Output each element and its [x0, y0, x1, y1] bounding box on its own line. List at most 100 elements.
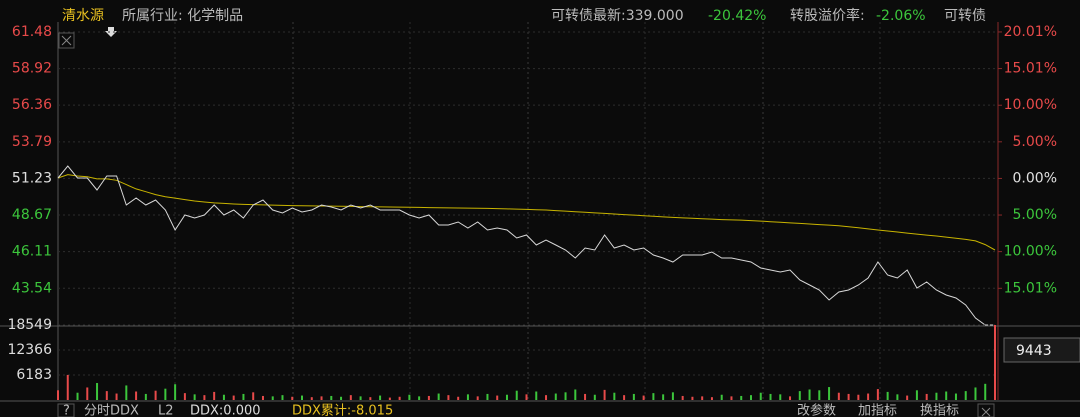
volume-bar — [925, 393, 928, 400]
volume-bar — [301, 395, 304, 400]
y-tick-label: 6183 — [16, 367, 52, 383]
volume-bar — [476, 396, 479, 400]
volume-bar — [740, 395, 743, 400]
volume-bar — [164, 388, 167, 400]
bond-tab[interactable]: 可转债 — [944, 8, 986, 24]
indicator[interactable]: 分时DDX — [84, 404, 139, 417]
volume-bar — [613, 392, 616, 400]
y-tick-label: 58.92 — [12, 61, 52, 77]
volume-bar — [749, 395, 752, 400]
volume-bar — [398, 396, 401, 400]
volume-bar — [818, 390, 821, 400]
button[interactable]: 换指标 — [920, 404, 959, 417]
volume-bar — [271, 396, 274, 400]
volume-bar — [545, 395, 548, 400]
help-box[interactable] — [57, 403, 75, 417]
volume-bar — [974, 387, 977, 400]
y-tick-label: 56.36 — [12, 97, 52, 113]
volume-bar — [906, 395, 909, 400]
volume-bar — [232, 395, 235, 400]
volume-bar — [954, 393, 957, 400]
volume-bar — [466, 394, 469, 400]
volume-bar — [418, 396, 421, 400]
volume-bar — [935, 392, 938, 400]
volume-bar — [379, 395, 382, 400]
volume-bar — [115, 393, 118, 400]
help[interactable]: ? — [63, 404, 70, 417]
volume-bar — [720, 394, 723, 400]
cursor-box — [1003, 337, 1080, 363]
volume-bar — [183, 393, 186, 400]
volume-bar — [730, 396, 733, 400]
volume-bar — [584, 393, 587, 400]
volume-bar — [174, 384, 177, 400]
level: L2 — [158, 404, 174, 417]
series-line — [57, 165, 995, 326]
y-tick-label: 43.54 — [12, 280, 52, 296]
volume-bar — [213, 391, 216, 400]
y2-tick-label: 10.00% — [1004, 97, 1057, 113]
volume-bar — [779, 394, 782, 400]
industry: 所属行业: 化学制品 — [122, 8, 243, 24]
close-icon — [61, 35, 72, 46]
volume-bar — [798, 391, 801, 400]
volume-bar — [554, 393, 557, 400]
marker-arrow — [105, 27, 117, 37]
volume-bar — [671, 392, 674, 400]
volume-bar — [945, 391, 948, 400]
y-tick-label: 48.67 — [12, 207, 52, 223]
volume-bar — [66, 374, 69, 400]
volume-bar — [828, 387, 831, 400]
volume-bar — [447, 395, 450, 400]
volume-bar — [652, 393, 655, 400]
volume-bar — [701, 396, 704, 400]
y2-tick-label: 20.01% — [1004, 24, 1057, 40]
ddx: DDX:0.000 — [190, 404, 261, 417]
volume-bar — [486, 393, 489, 400]
y2-tick-label: 15.01% — [1004, 61, 1057, 77]
close-box[interactable] — [58, 32, 75, 49]
premium-label: 转股溢价率: — [790, 7, 865, 24]
volume-bar — [994, 324, 996, 400]
volume-bar — [857, 394, 860, 400]
volume-bar — [681, 395, 684, 400]
volume-bar — [437, 393, 440, 400]
volume-bar — [359, 396, 362, 400]
volume-bar — [125, 385, 128, 400]
volume-bar — [896, 394, 899, 400]
volume-bar — [154, 390, 157, 400]
series-line — [57, 174, 996, 251]
button[interactable]: 加指标 — [858, 404, 897, 417]
volume-bar — [369, 397, 372, 400]
volume-bar — [603, 389, 606, 400]
volume-bar — [564, 392, 567, 400]
volume-bar — [222, 394, 225, 400]
stock-name: 清水源 — [62, 8, 104, 24]
bond-latest: 可转债最新:339.000 — [551, 8, 684, 24]
volume-bar — [691, 396, 694, 400]
volume-bar — [86, 387, 89, 400]
volume-bar — [876, 389, 879, 400]
volume-bar — [144, 393, 147, 400]
y-tick-label: 46.11 — [12, 244, 52, 260]
volume-bar — [886, 391, 889, 400]
volume-bar — [867, 393, 870, 400]
volume-bar — [515, 390, 518, 400]
volume-bar — [203, 395, 206, 400]
volume-bar — [96, 383, 99, 400]
volume-bar — [593, 394, 596, 400]
volume-bar — [505, 394, 508, 400]
volume-bar — [574, 389, 577, 400]
volume-bar — [242, 393, 245, 400]
volume-bar — [496, 395, 499, 400]
volume-bar — [252, 392, 255, 400]
button[interactable]: 改参数 — [797, 403, 836, 417]
volume-bar — [984, 383, 987, 400]
volume-bar — [525, 394, 528, 400]
volume-bar — [408, 394, 411, 400]
volume-bar — [193, 394, 196, 400]
close-box[interactable] — [977, 403, 995, 417]
volume-bar — [281, 395, 284, 400]
volume-bar — [57, 390, 59, 400]
